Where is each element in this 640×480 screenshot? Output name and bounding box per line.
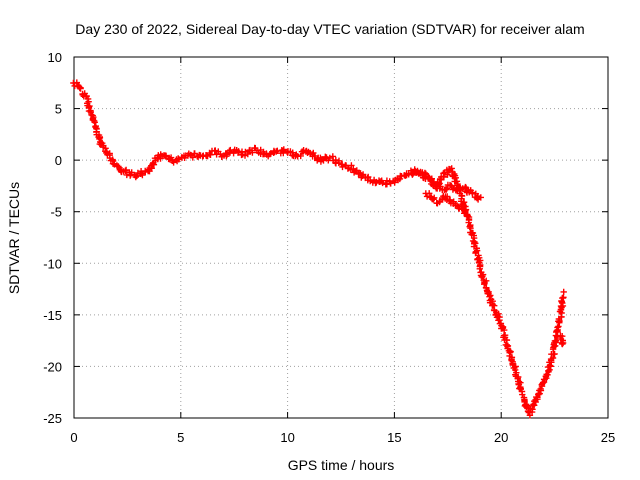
y-axis: -25 -20 -15 -10 -5 0 5 10 [43, 50, 608, 426]
x-tick-label: 25 [601, 430, 615, 445]
series-outlier [557, 332, 567, 348]
y-tick-label: -20 [43, 359, 62, 374]
series-main [70, 79, 567, 419]
series-marks-dip [422, 190, 469, 217]
series-marks-outlier [557, 332, 567, 348]
chart-title: Day 230 of 2022, Sidereal Day-to-day VTE… [75, 21, 584, 37]
x-tick-label: 15 [387, 430, 401, 445]
grid-lines [74, 57, 608, 418]
y-tick-label: -15 [43, 308, 62, 323]
y-axis-label: SDTVAR / TECUs [6, 182, 22, 294]
plot-frame [73, 56, 609, 419]
y-tick-label: 5 [55, 102, 62, 117]
y-tick-label: -10 [43, 256, 62, 271]
y-tick-label: 0 [55, 153, 62, 168]
x-tick-label: 20 [494, 430, 508, 445]
x-tick-label: 0 [70, 430, 77, 445]
series-branch [407, 166, 484, 203]
series-dip [422, 190, 469, 217]
x-axis-label: GPS time / hours [288, 457, 395, 473]
series-marks-main [70, 79, 567, 419]
series-marks-branch [407, 166, 484, 203]
y-tick-label: -5 [50, 205, 62, 220]
data-series [70, 79, 567, 419]
x-tick-label: 5 [177, 430, 184, 445]
x-tick-label: 10 [280, 430, 294, 445]
y-tick-label: -25 [43, 411, 62, 426]
x-axis: 0 5 10 15 20 25 [70, 57, 615, 445]
y-tick-label: 10 [48, 50, 62, 65]
